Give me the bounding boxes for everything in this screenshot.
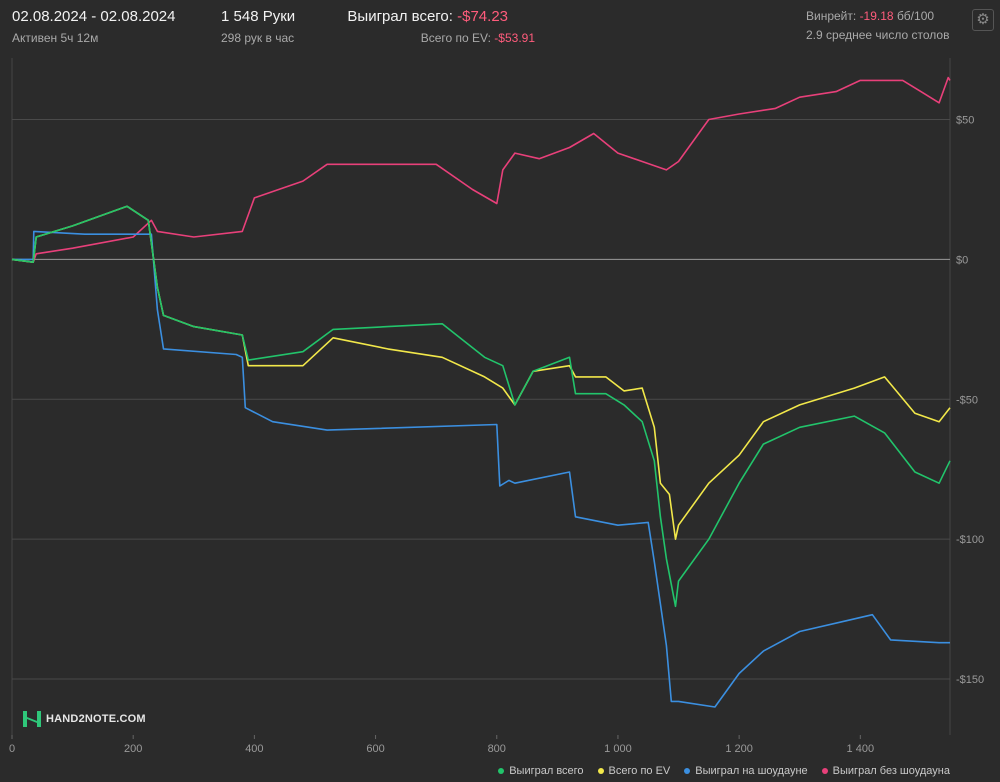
y-tick-label: $0: [956, 254, 968, 266]
total-won-value: -$74.23: [457, 8, 508, 25]
series-line-showdown: [12, 230, 950, 708]
series-line-won: [11, 205, 951, 608]
active-duration: Активен 5ч 12м: [12, 31, 99, 45]
x-tick-label: 1 200: [725, 743, 753, 755]
total-won: Выиграл всего: -$74.23: [347, 8, 508, 25]
avg-tables: 2.9 среднее число столов: [806, 28, 950, 42]
hands-count: 1 548 Руки: [221, 8, 296, 25]
chart-legend: Выиграл всего Всего по EV Выиграл на шоу…: [498, 765, 950, 777]
date-range[interactable]: 02.08.2024 - 02.08.2024: [12, 8, 176, 25]
winrate: Винрейт: -19.18 бб/100: [806, 9, 934, 23]
series-line-nonshowdown: [11, 76, 951, 264]
winrate-label: Винрейт:: [806, 9, 857, 23]
y-tick-label: $50: [956, 115, 974, 127]
total-won-label: Выиграл всего:: [347, 8, 453, 25]
y-axis-ticks: $50 $0 -$50 -$100 -$150: [956, 115, 984, 687]
hand2note-logo: HAND2NOTE.COM: [22, 709, 146, 729]
x-tick-label: 600: [366, 743, 384, 755]
legend-label-showdown: Выиграл на шоудауне: [695, 765, 808, 777]
hands-per-hour: 298 рук в час: [221, 31, 295, 45]
winrate-value: -19.18: [859, 9, 894, 23]
x-tick-label: 400: [245, 743, 263, 755]
chart-grid: [11, 58, 951, 739]
legend-label-won: Выиграл всего: [509, 765, 584, 777]
hand2note-logo-icon: [23, 711, 41, 727]
chart-series: [11, 76, 951, 708]
y-tick-label: -$100: [956, 534, 984, 546]
winrate-unit: бб/100: [896, 9, 935, 23]
total-ev-label: Всего по EV:: [420, 31, 491, 45]
x-tick-label: 200: [124, 743, 142, 755]
legend-item-ev[interactable]: Всего по EV: [597, 765, 671, 777]
logo-text: HAND2NOTE.COM: [46, 713, 146, 725]
legend-dot-nonshowdown: [821, 768, 828, 774]
legend-item-won[interactable]: Выиграл всего: [498, 765, 584, 777]
total-ev: Всего по EV: -$53.91: [421, 31, 535, 45]
x-tick-label: 0: [9, 743, 15, 755]
x-tick-label: 1 400: [847, 743, 875, 755]
y-tick-label: -$150: [956, 674, 984, 686]
y-tick-label: -$50: [956, 394, 978, 406]
stats-header: 02.08.2024 - 02.08.2024 Активен 5ч 12м 1…: [0, 0, 1000, 56]
legend-dot-won: [498, 768, 505, 774]
gear-icon[interactable]: ⚙: [972, 9, 994, 31]
legend-dot-ev: [597, 768, 604, 774]
x-axis-ticks: 0 200 400 600 800 1 000 1 200 1 400: [9, 743, 874, 755]
legend-item-nonshowdown[interactable]: Выиграл без шоудауна: [821, 765, 950, 777]
x-tick-label: 800: [488, 743, 506, 755]
legend-item-showdown[interactable]: Выиграл на шоудауне: [684, 765, 808, 777]
total-ev-value: -$53.91: [494, 31, 535, 45]
legend-label-nonshowdown: Выиграл без шоудауна: [832, 765, 950, 777]
legend-label-ev: Всего по EV: [608, 765, 671, 777]
legend-dot-showdown: [684, 768, 691, 774]
x-tick-label: 1 000: [604, 743, 632, 755]
